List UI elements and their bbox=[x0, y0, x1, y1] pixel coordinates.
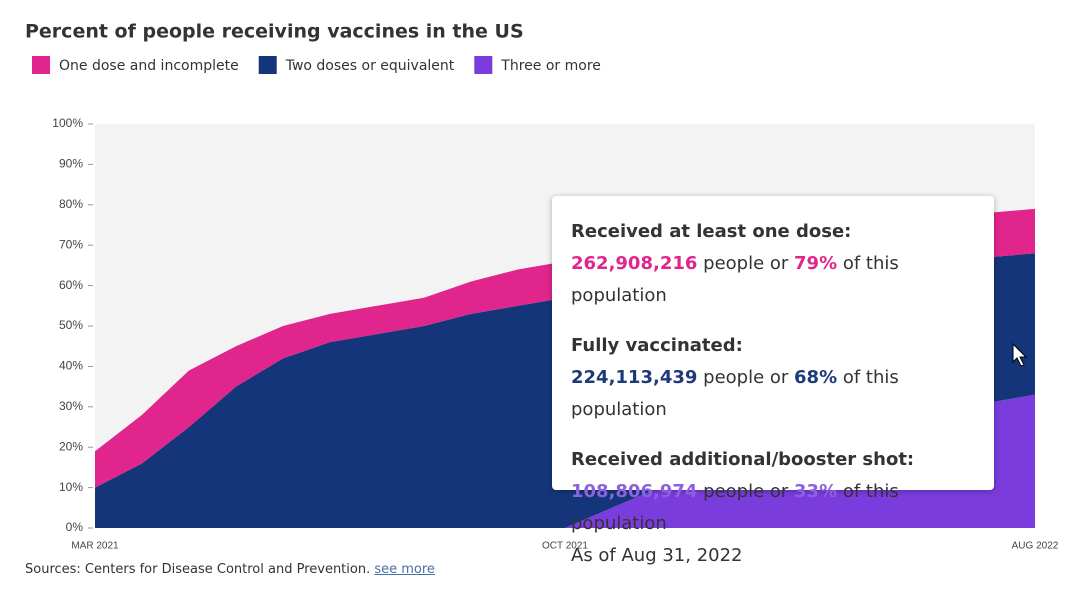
tooltip-line: 108,806,974 people or 33% of this popula… bbox=[571, 476, 994, 540]
percent: 79% bbox=[794, 253, 838, 274]
y-tick-label: 30% bbox=[59, 399, 83, 413]
tooltip-heading: Fully vaccinated: bbox=[571, 335, 743, 356]
y-tick-label: 0% bbox=[66, 520, 84, 534]
legend-swatch bbox=[258, 56, 277, 74]
tooltip-section: Received additional/booster shot: 108,806… bbox=[571, 444, 994, 540]
y-tick-label: 20% bbox=[59, 439, 83, 453]
text: people or bbox=[703, 481, 789, 502]
percent: 33% bbox=[794, 481, 838, 502]
legend-label: Three or more bbox=[500, 58, 601, 74]
source-text: Sources: Centers for Disease Control and… bbox=[25, 562, 371, 577]
tooltip-line: 224,113,439 people or 68% of this popula… bbox=[571, 362, 994, 426]
text: of this population bbox=[571, 367, 899, 420]
tooltip-section: Received at least one dose: 262,908,216 p… bbox=[571, 216, 994, 312]
text: people or bbox=[703, 253, 789, 274]
y-tick-label: 60% bbox=[59, 278, 83, 292]
legend-label: One dose and incomplete bbox=[59, 58, 239, 74]
count: 108,806,974 bbox=[571, 481, 698, 502]
tooltip: Received at least one dose: 262,908,216 p… bbox=[552, 196, 994, 566]
percent: 68% bbox=[794, 367, 838, 388]
y-tick-label: 100% bbox=[52, 116, 83, 130]
source: Sources: Centers for Disease Control and… bbox=[25, 562, 435, 577]
tooltip-line: 262,908,216 people or 79% of this popula… bbox=[571, 248, 994, 312]
text: of this population bbox=[571, 481, 899, 534]
tooltip-section: Fully vaccinated: 224,113,439 people or 6… bbox=[571, 330, 994, 426]
y-tick-label: 50% bbox=[59, 318, 83, 332]
area bbox=[95, 394, 1035, 528]
mouse-cursor bbox=[1012, 342, 1028, 367]
y-tick-label: 90% bbox=[59, 157, 83, 171]
tooltip-heading: Received additional/booster shot: bbox=[571, 449, 915, 470]
x-tick-label: AUG 2022 bbox=[1012, 541, 1059, 552]
y-tick-label: 10% bbox=[59, 480, 83, 494]
y-tick-label: 80% bbox=[59, 197, 83, 211]
count: 262,908,216 bbox=[571, 253, 698, 274]
x-tick-label: OCT 2021 bbox=[542, 541, 588, 552]
text: of this population bbox=[571, 253, 899, 306]
as-of-date: As of Aug 31, 2022 bbox=[571, 545, 743, 566]
chart-title: Percent of people receiving vaccines in … bbox=[25, 21, 524, 43]
legend-swatch bbox=[474, 56, 493, 74]
legend-label: Two doses or equivalent bbox=[285, 58, 455, 74]
count: 224,113,439 bbox=[571, 367, 698, 388]
y-tick-label: 70% bbox=[59, 237, 83, 251]
text: people or bbox=[703, 367, 789, 388]
y-tick-label: 40% bbox=[59, 359, 83, 373]
tooltip-heading: Received at least one dose: bbox=[571, 221, 852, 242]
legend-swatch bbox=[32, 56, 50, 74]
x-tick-label: MAR 2021 bbox=[71, 541, 119, 552]
see-more-link[interactable]: see more bbox=[374, 562, 435, 577]
